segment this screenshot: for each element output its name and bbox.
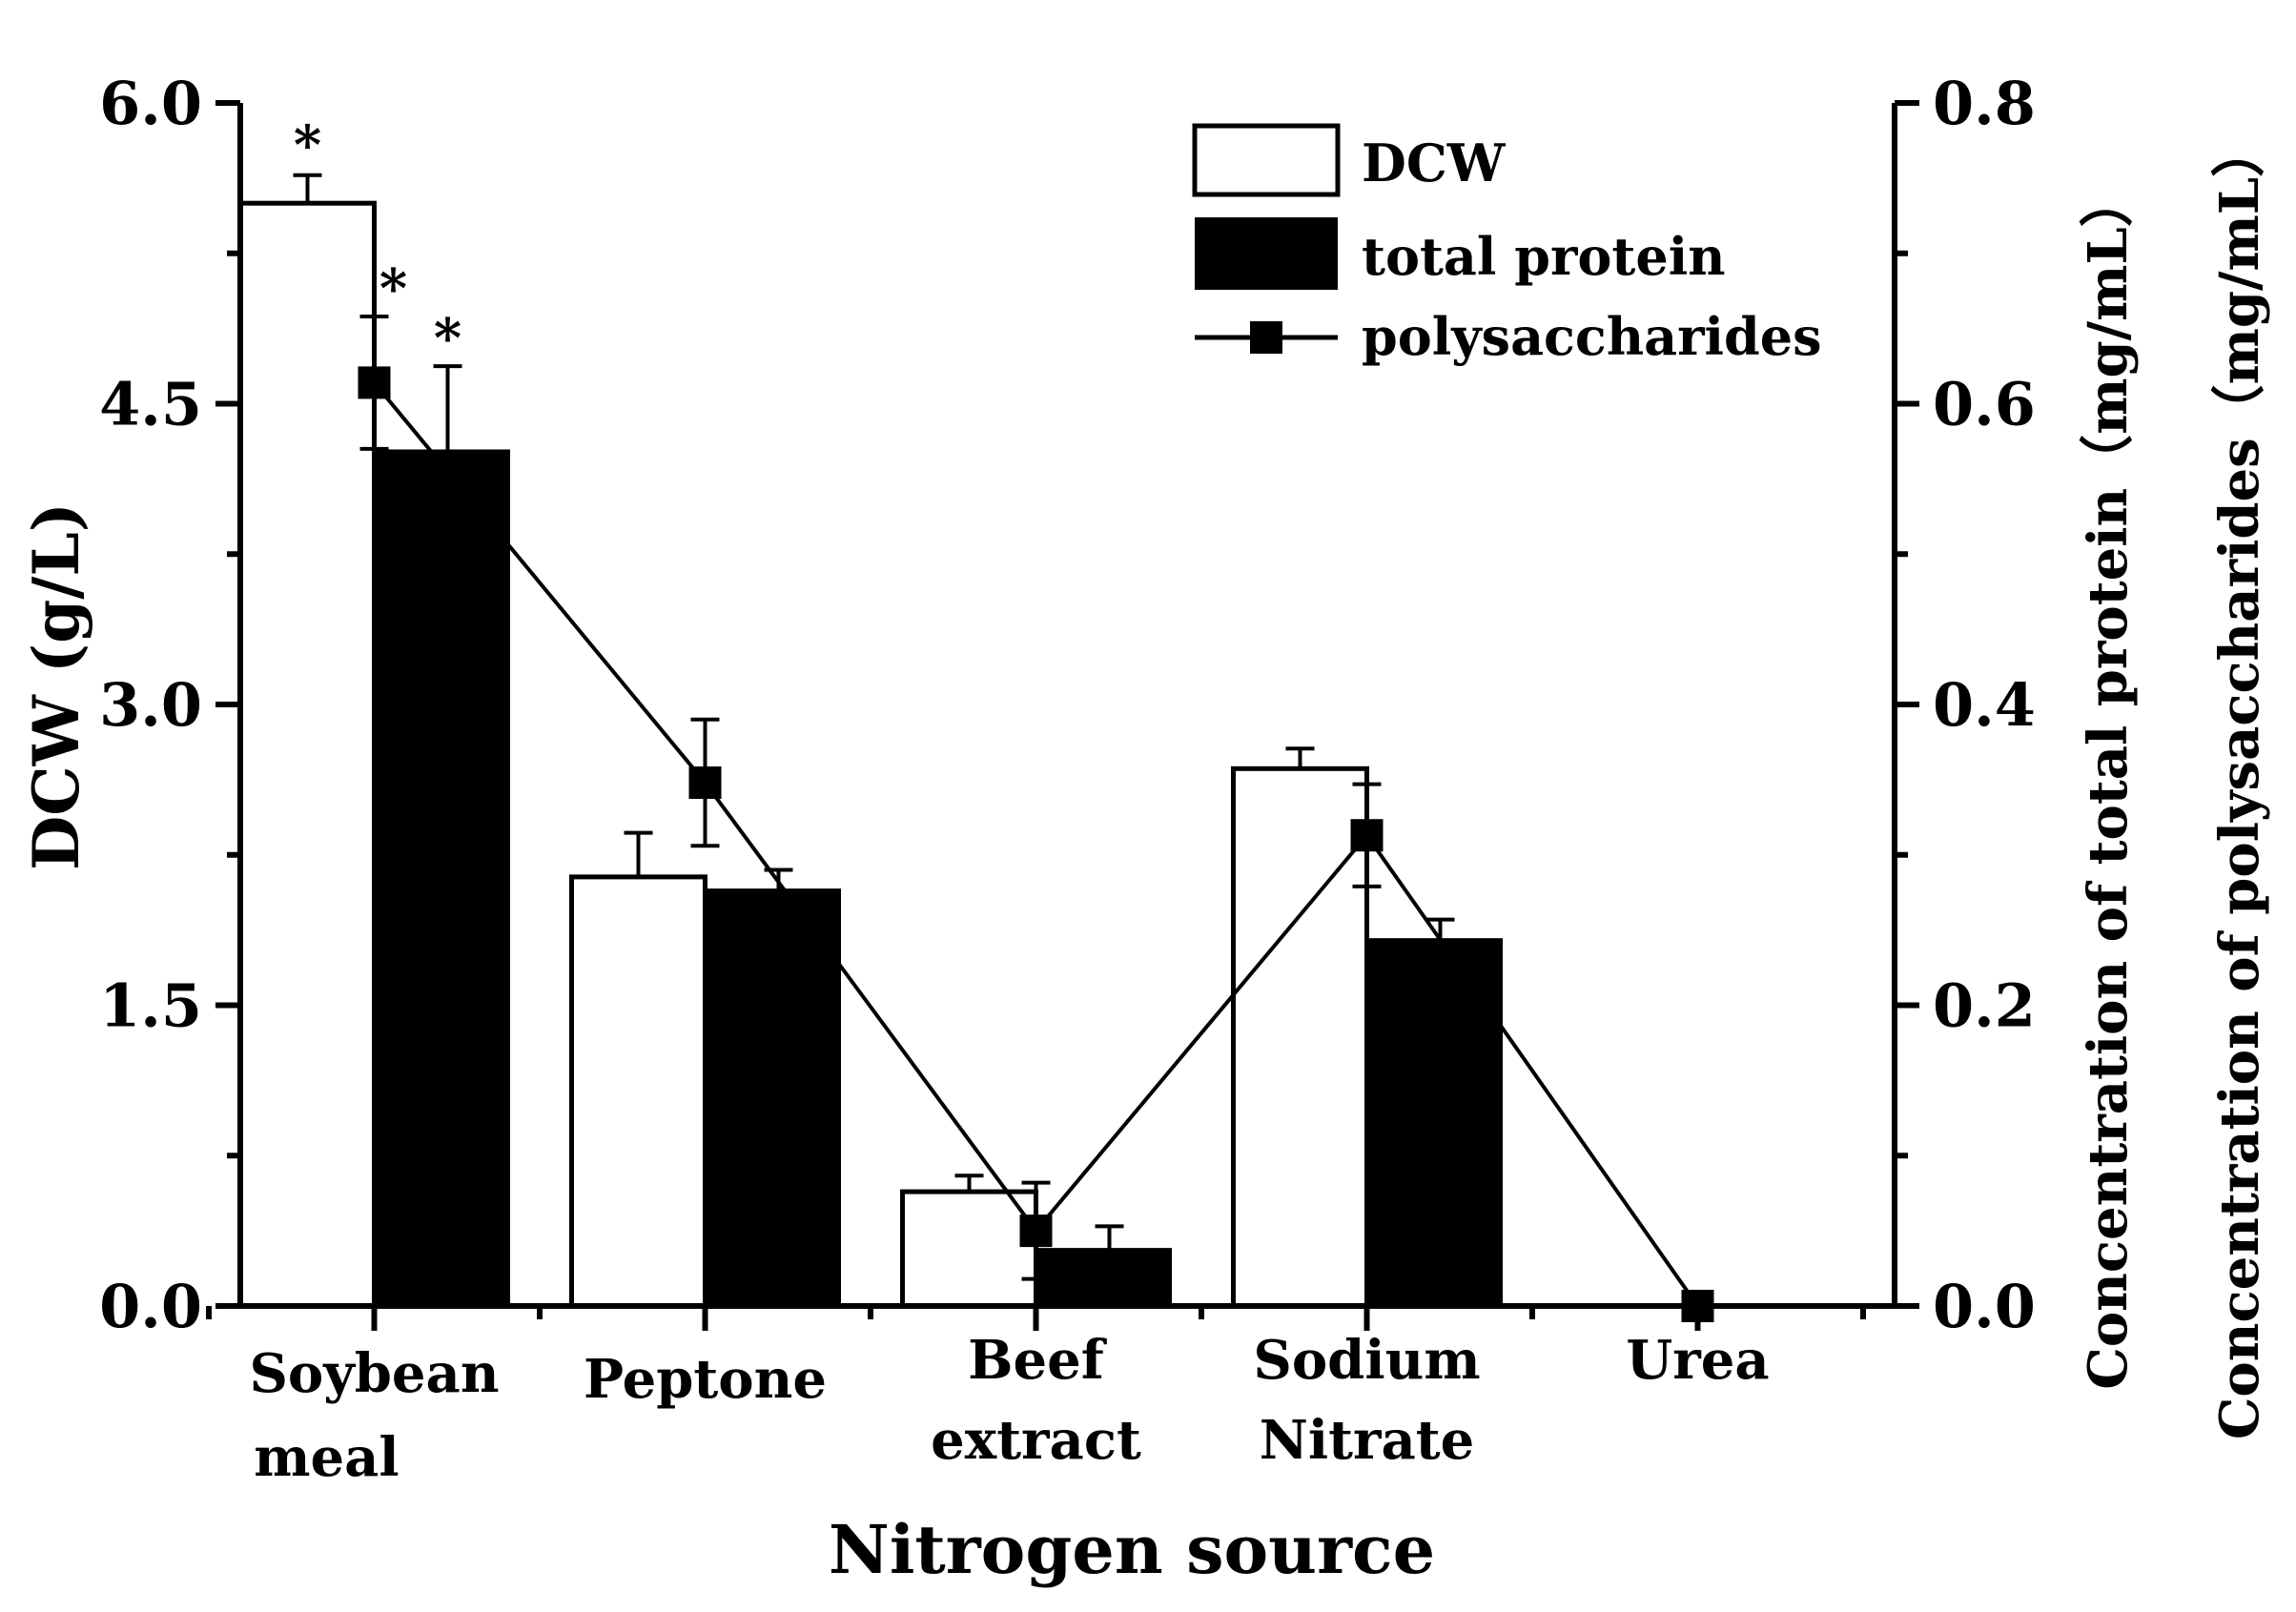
polysaccharides-point-2	[1019, 1214, 1053, 1248]
legend-swatch-dcw	[1192, 123, 1341, 197]
protein-significance-mark-0: *	[434, 307, 461, 370]
legend-swatch-total-protein	[1195, 217, 1338, 290]
x-category-label-3-line2: Nitrate	[1260, 1409, 1475, 1472]
y-right-tick-label-3: 0.6	[1933, 370, 2036, 439]
legend-marker-polysaccharides	[1250, 321, 1282, 354]
polysaccharides-point-1	[688, 766, 722, 800]
y-right-tick-label-0: 0.0	[1933, 1272, 2036, 1341]
polysaccharides-point-0	[358, 366, 391, 399]
dcw-bar-1	[569, 874, 707, 1309]
x-category-label-1-line1: Peptone	[584, 1348, 827, 1411]
y-right-tick-label-4: 0.8	[1933, 69, 2036, 138]
y-left-tick-label-1: 1.5	[99, 971, 202, 1041]
dcw-significance-mark-0: *	[294, 114, 321, 177]
dcw-bar-2	[900, 1189, 1038, 1309]
y-left-tick-label-3: 4.5	[99, 370, 202, 439]
y-right-tick-label-2: 0.4	[1933, 670, 2036, 740]
x-category-label-2-line2: extract	[931, 1409, 1141, 1472]
y-axis-title-right-protein: Concentration of total protein（mg/mL）	[2077, 173, 2140, 1390]
x-category-label-2-line1: Beef	[968, 1329, 1108, 1392]
legend-label-polysaccharides: polysaccharides	[1362, 306, 1822, 367]
dcw-bar-0	[238, 200, 377, 1309]
x-category-label-0-line2: meal	[254, 1426, 399, 1489]
dcw-bar-3	[1231, 765, 1369, 1309]
legend: DCW total protein polysaccharides	[1192, 123, 1822, 367]
y-right-tick-label-1: 0.2	[1933, 971, 2036, 1041]
y-left-tick-label-4: 6.0	[99, 69, 202, 138]
polysaccharides-significance-mark-0: *	[379, 257, 407, 320]
y-left-tick-label-2: 3.0	[99, 670, 202, 740]
plot-area: * * *	[238, 114, 1714, 1322]
x-axis-title: Nitrogen source	[829, 1510, 1435, 1589]
legend-label-total-protein: total protein	[1362, 226, 1726, 287]
protein-bar-1	[703, 888, 841, 1309]
y-axis-title-right-polysaccharides: Concentration of polysaccharides（mg/mL）	[2208, 124, 2271, 1439]
polysaccharides-point-3	[1350, 819, 1384, 852]
y-axis-title-left: DCW (g/L)	[19, 502, 93, 870]
protein-bar-2	[1034, 1248, 1172, 1309]
protein-bar-0	[372, 449, 510, 1309]
x-category-label-0-line1: Soybean	[249, 1342, 499, 1405]
axes: 0.0 1.5 3.0 4.5 6.0 0.0 0.2 0.4 0.6 0.8 Soybean mea…	[99, 69, 2036, 1489]
x-category-label-4-line1: Urea	[1626, 1329, 1769, 1392]
y-left-tick-label-0: 0.0	[99, 1272, 202, 1341]
x-category-label-3-line1: Sodium	[1253, 1329, 1480, 1392]
legend-label-dcw: DCW	[1362, 133, 1507, 194]
